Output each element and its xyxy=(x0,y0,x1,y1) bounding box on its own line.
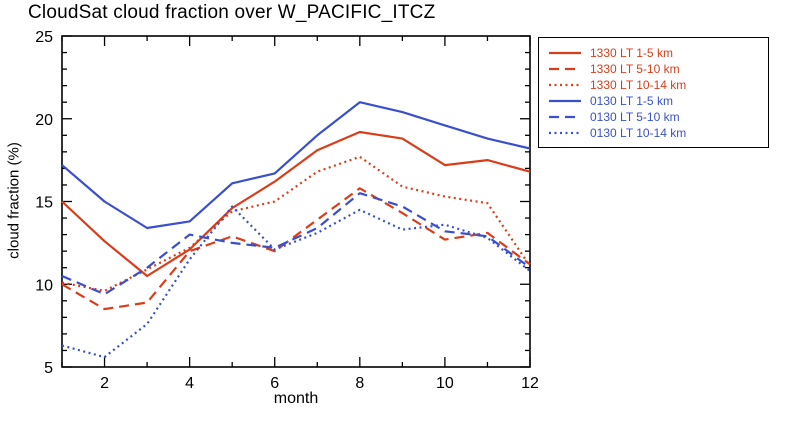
legend-line-sample xyxy=(549,99,581,103)
x-tick-label: 12 xyxy=(521,375,539,392)
series-line-0130-lt-1-5-km xyxy=(61,101,531,230)
legend-label: 1330 LT 5-10 km xyxy=(590,62,680,76)
y-tick-label: 20 xyxy=(35,112,53,129)
x-axis-label: month xyxy=(273,390,319,407)
legend-item: 1330 LT 5-10 km xyxy=(543,61,764,77)
legend-line-sample xyxy=(549,83,581,87)
y-tick-label: 25 xyxy=(35,29,53,46)
legend-item: 1330 LT 1-5 km xyxy=(543,45,764,61)
legend-line-sample xyxy=(549,115,581,119)
legend-item: 1330 LT 10-14 km xyxy=(543,77,764,93)
series-line-1330-lt-1-5-km xyxy=(61,130,531,278)
legend-item: 0130 LT 10-14 km xyxy=(543,125,764,141)
y-tick-label: 15 xyxy=(35,195,53,212)
chart-title: CloudSat cloud fraction over W_PACIFIC_I… xyxy=(28,2,436,23)
axes-box xyxy=(61,35,531,368)
series-line-1330-lt-5-10-km xyxy=(61,187,531,311)
legend-line-sample xyxy=(549,131,581,135)
legend-line-sample xyxy=(549,51,581,55)
legend-label: 1330 LT 1-5 km xyxy=(590,46,673,60)
legend-line-sample xyxy=(549,67,581,71)
series-line-0130-lt-10-14-km xyxy=(61,205,531,359)
legend: 1330 LT 1-5 km 1330 LT 5-10 km 1330 LT 10-… xyxy=(538,37,769,148)
legend-item: 0130 LT 5-10 km xyxy=(543,109,764,125)
x-tick-label: 10 xyxy=(436,375,454,392)
legend-label: 0130 LT 5-10 km xyxy=(590,110,680,124)
legend-label: 0130 LT 10-14 km xyxy=(590,126,687,140)
x-tick-label: 2 xyxy=(100,375,109,392)
y-tick-label: 10 xyxy=(35,277,53,294)
legend-item: 0130 LT 1-5 km xyxy=(543,93,764,109)
x-tick-label: 6 xyxy=(270,375,279,392)
y-tick-label: 5 xyxy=(44,360,53,377)
series-line-0130-lt-5-10-km xyxy=(61,192,531,296)
legend-label: 0130 LT 1-5 km xyxy=(590,94,673,108)
x-tick-label: 4 xyxy=(185,375,194,392)
series-line-1330-lt-10-14-km xyxy=(61,155,531,292)
legend-label: 1330 LT 10-14 km xyxy=(590,78,687,92)
x-tick-label: 8 xyxy=(355,375,364,392)
